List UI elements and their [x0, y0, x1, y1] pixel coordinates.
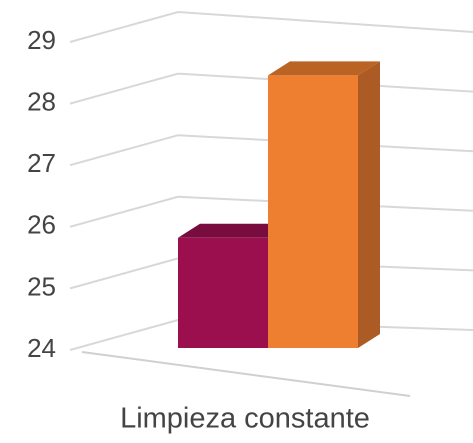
- y-tick-label: 24: [27, 333, 56, 363]
- bar: [178, 237, 268, 348]
- y-tick-label: 26: [27, 210, 56, 240]
- y-tick-label: 25: [27, 271, 56, 301]
- bar-side: [358, 61, 380, 349]
- y-tick-label: 27: [27, 148, 56, 178]
- y-tick-label: 28: [27, 86, 56, 116]
- x-tick-label: Limpieza constante: [120, 403, 370, 435]
- floor-edge: [81, 351, 411, 397]
- bar-top: [268, 61, 380, 76]
- bar: [268, 75, 358, 349]
- grid-line: [69, 10, 473, 43]
- y-tick-label: 29: [27, 25, 56, 55]
- bar-top: [178, 223, 290, 238]
